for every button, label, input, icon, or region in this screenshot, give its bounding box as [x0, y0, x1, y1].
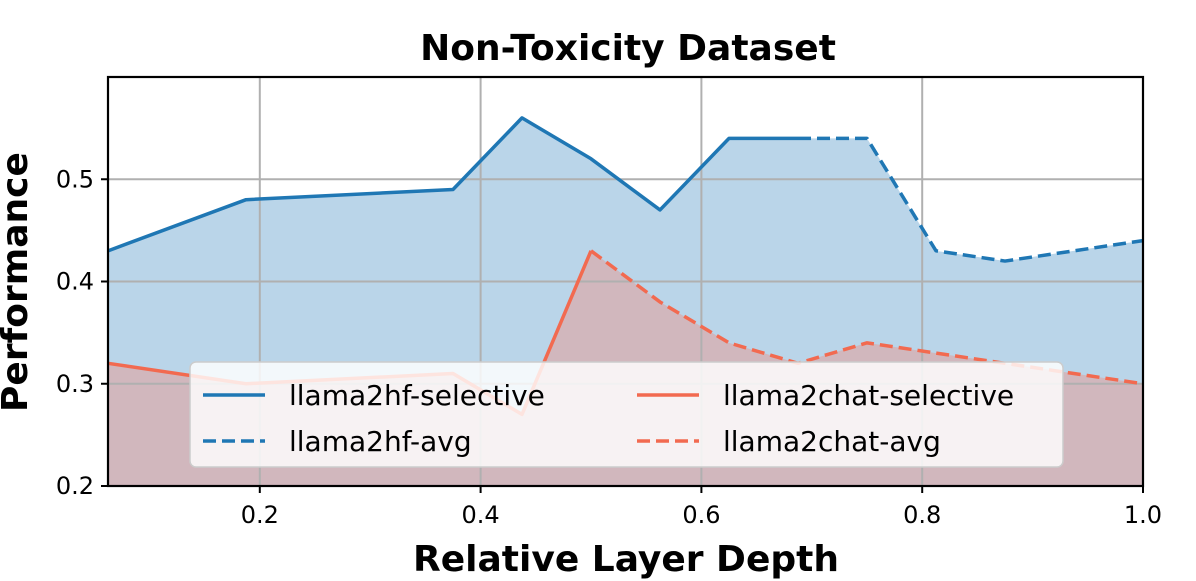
- legend-label-llama2chat-avg: llama2chat-avg: [723, 425, 941, 458]
- x-axis-label: Relative Layer Depth: [413, 539, 839, 580]
- legend-box: [189, 361, 1064, 468]
- x-tick-label: 1.0: [1124, 501, 1162, 529]
- y-axis-label: Performance: [0, 152, 36, 412]
- legend: llama2hf-selective llama2hf-avg llama2chat…: [189, 361, 1064, 468]
- x-tick-label: 0.6: [682, 501, 720, 529]
- llama2hf-avg-line: [798, 136, 1144, 263]
- legend-label-llama2hf-selective: llama2hf-selective: [289, 379, 545, 412]
- x-tick-label: 0.2: [241, 501, 279, 529]
- y-tick-label: 0.4: [56, 268, 94, 296]
- y-tick-label: 0.5: [56, 165, 94, 193]
- axis-ticks: 0.2 0.4 0.6 0.8 1.0 0.2 0.3 0.4 0.5: [56, 165, 1162, 529]
- y-tick-label: 0.2: [56, 472, 94, 500]
- x-tick-label: 0.8: [903, 501, 941, 529]
- x-tick-label: 0.4: [462, 501, 500, 529]
- y-tick-label: 0.3: [56, 370, 94, 398]
- legend-label-llama2hf-avg: llama2hf-avg: [289, 425, 472, 458]
- legend-label-llama2chat-selective: llama2chat-selective: [723, 379, 1014, 412]
- llama2hf-selective-line: [107, 116, 798, 253]
- chart-title: Non-Toxicity Dataset: [420, 28, 836, 69]
